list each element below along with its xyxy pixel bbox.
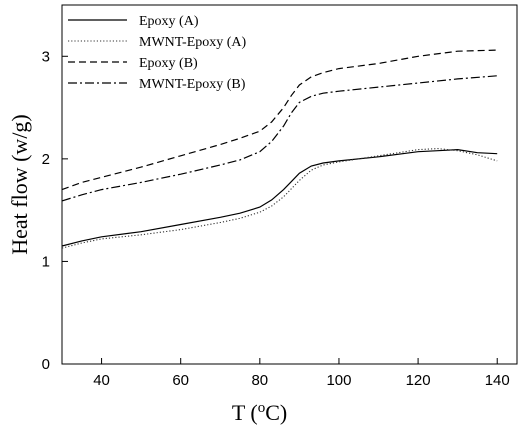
legend-label-3: Epoxy (B) [139,56,198,71]
x-axis-title: T (oC) [232,400,287,425]
ticks-layer: 40 60 80 100 120 140 0 1 2 3 [42,48,510,389]
x-tick-label: 100 [326,372,351,389]
x-axis-title-suffix: C) [265,400,287,425]
legend-label-4: MWNT-Epoxy (B) [139,77,246,92]
x-tick-label: 60 [172,372,189,389]
y-tick-label: 2 [42,151,50,168]
legend-label-2: MWNT-Epoxy (A) [139,35,247,50]
y-tick-label: 1 [42,253,50,270]
series-layer [61,49,498,249]
y-tick-label: 0 [42,356,50,373]
series-line-4 [61,75,498,202]
series-line-1 [61,148,498,247]
x-tick-label: 140 [485,372,510,389]
x-tick-label: 80 [251,372,268,389]
plot-frame [61,4,518,365]
legend-label-1: Epoxy (A) [139,14,199,29]
x-axis-title-sup: o [258,400,266,416]
y-axis-title: Heat flow (w/g) [7,114,32,255]
x-tick-label: 120 [406,372,431,389]
x-axis-title-prefix: T ( [232,400,258,425]
series-line-3 [61,49,498,191]
series-line-2 [61,148,498,249]
legend: Epoxy (A) MWNT-Epoxy (A) Epoxy (B) MWNT-Epo… [68,14,247,92]
x-tick-label: 40 [93,372,110,389]
y-tick-label: 3 [42,48,50,65]
